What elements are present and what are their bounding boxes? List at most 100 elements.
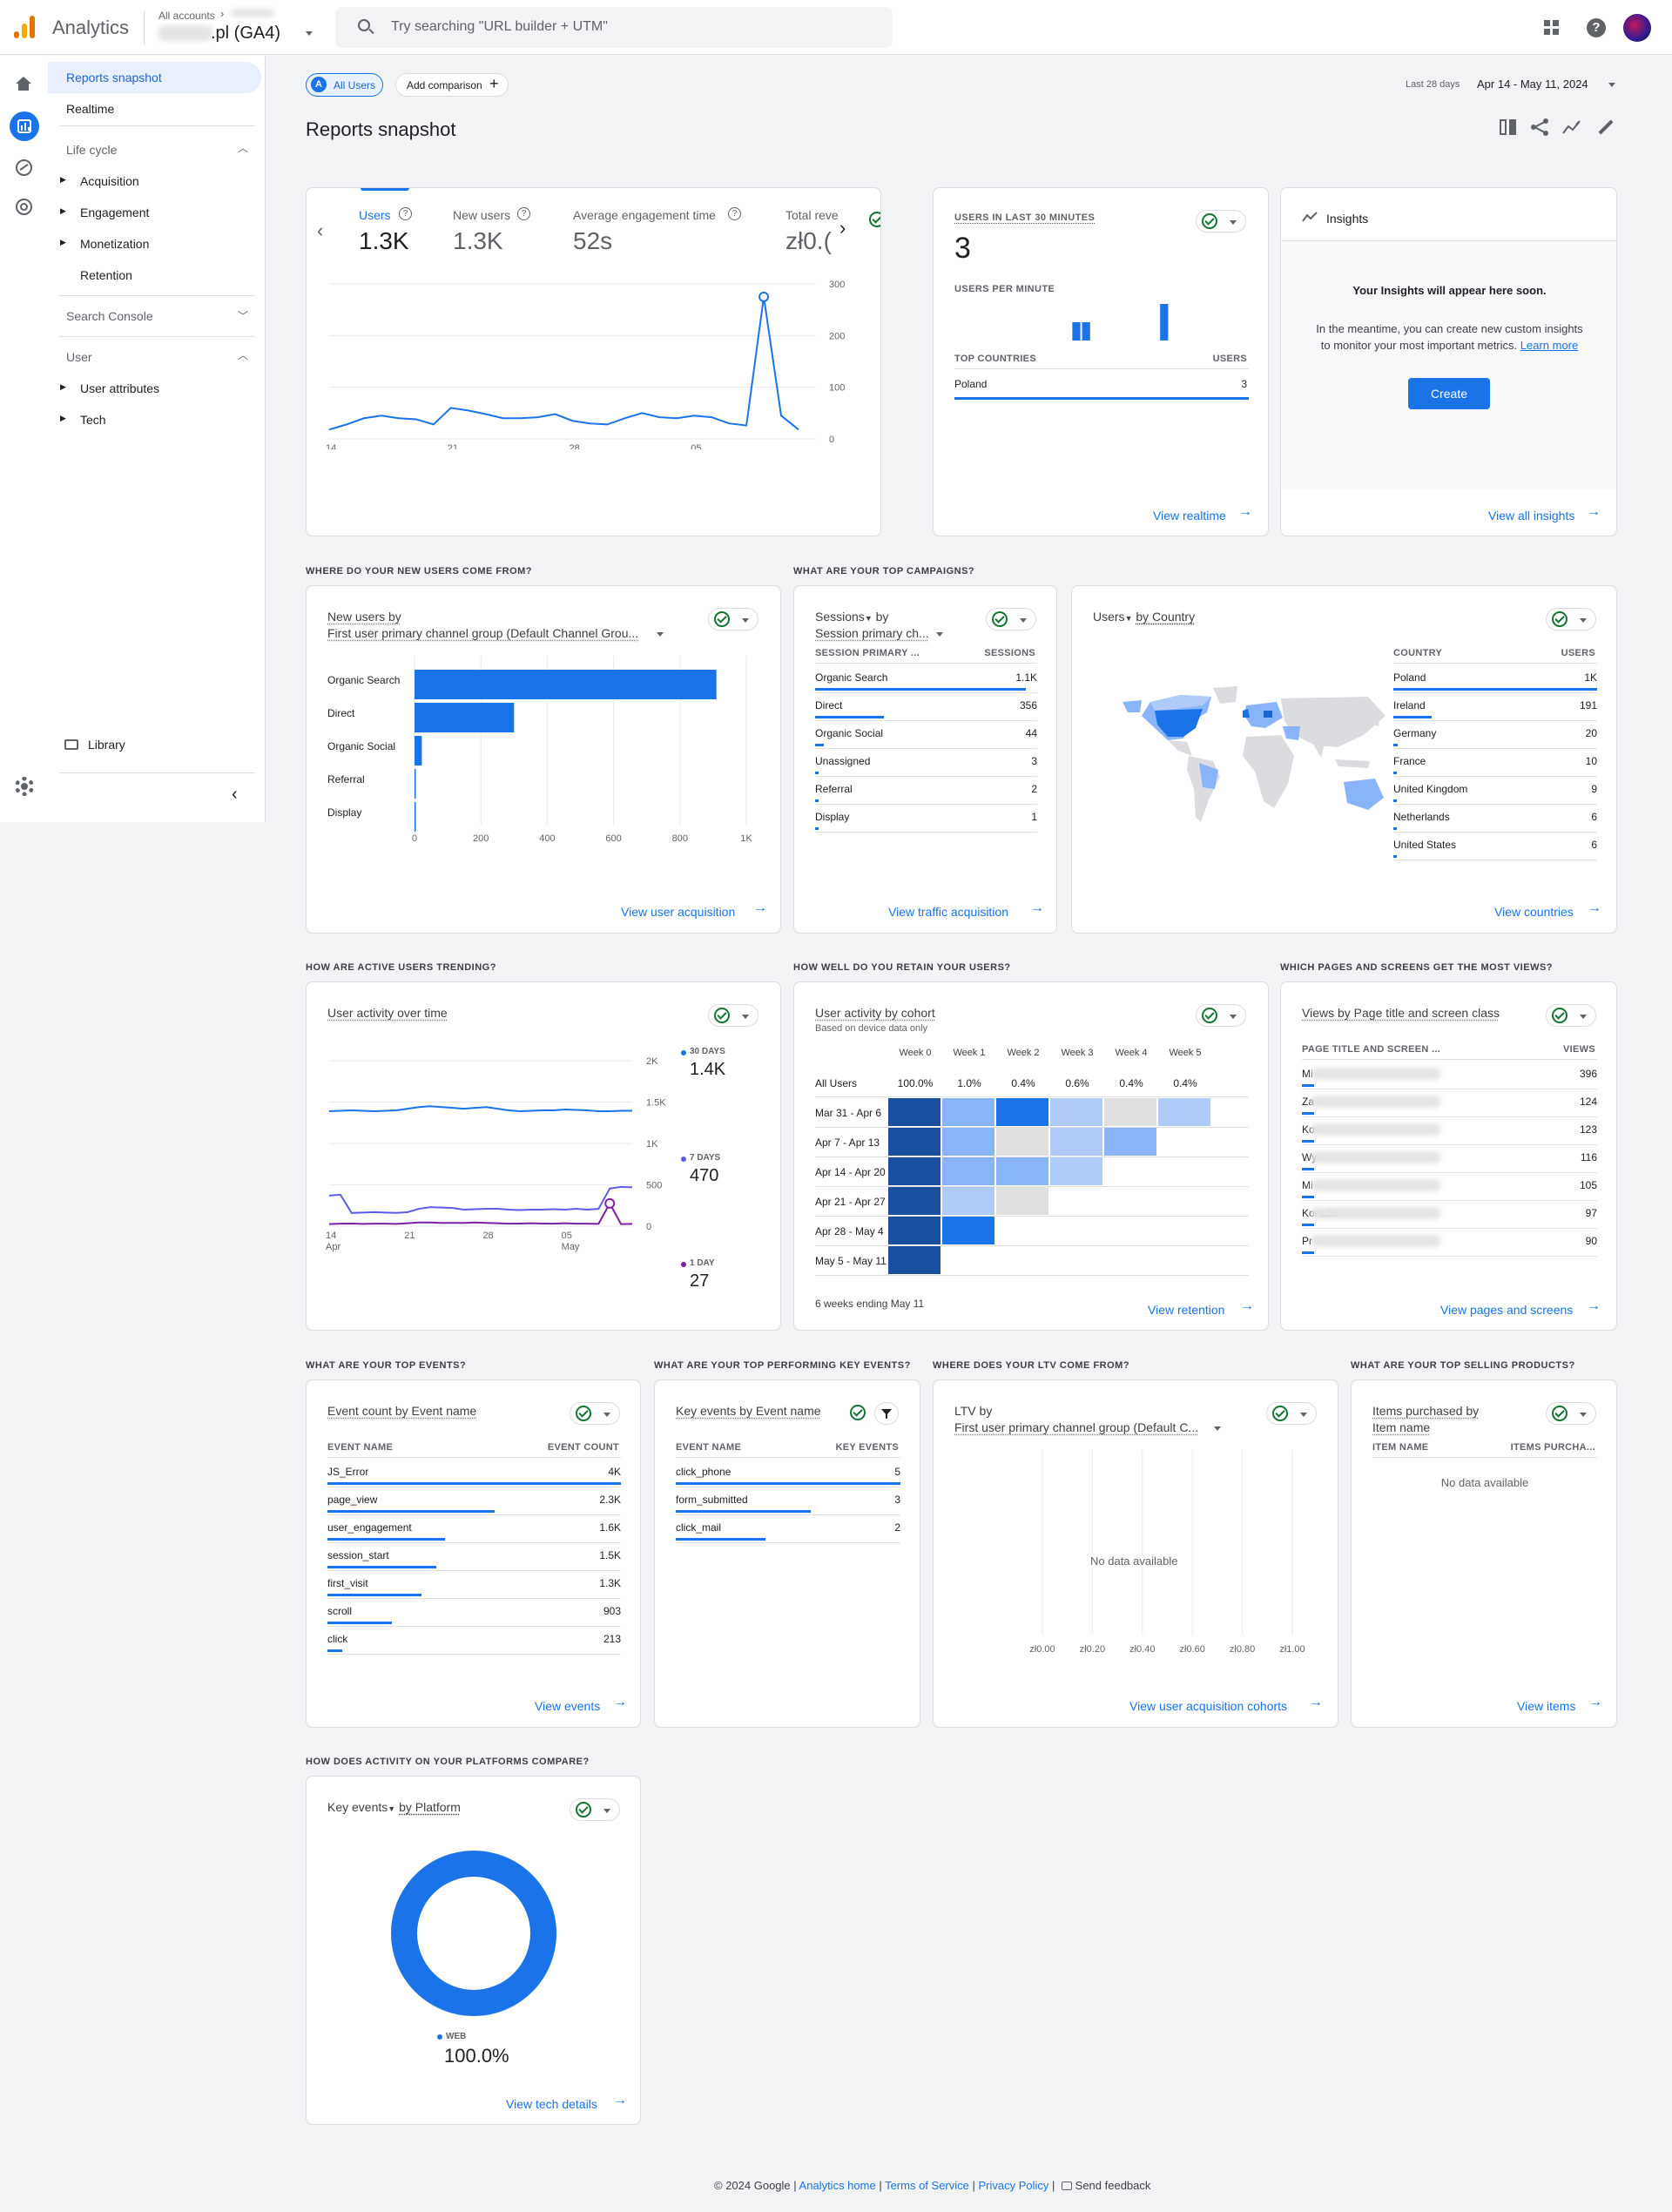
help-outline-icon[interactable]: ? — [399, 207, 412, 220]
arrow-right-icon[interactable]: → — [1588, 1695, 1602, 1710]
view-tech-link[interactable]: View tech details — [506, 2097, 597, 2111]
nav-acquisition[interactable]: Acquisition — [80, 174, 139, 188]
chevron-left-icon[interactable]: ‹ — [317, 219, 324, 241]
nav-engagement[interactable]: Engagement — [80, 206, 150, 219]
create-insight-button[interactable]: Create — [1408, 378, 1490, 409]
arrow-right-icon[interactable]: → — [1240, 1298, 1254, 1313]
view-all-insights-link[interactable]: View all insights — [1488, 509, 1575, 523]
chevron-down-icon[interactable] — [306, 31, 313, 36]
arrow-right-icon[interactable]: → — [1587, 504, 1601, 519]
footer-analytics-home[interactable]: Analytics home — [799, 2179, 876, 2192]
view-countries-link[interactable]: View countries — [1494, 905, 1574, 919]
nav-section-lifecycle[interactable]: Life cycle — [66, 143, 118, 157]
chevron-down-icon[interactable] — [1214, 1426, 1221, 1431]
retention-compare-menu[interactable] — [1196, 1004, 1246, 1027]
account-breadcrumb[interactable]: All accounts — [158, 10, 215, 22]
nav-library[interactable]: Library — [88, 738, 125, 752]
countries-compare-menu[interactable] — [1546, 608, 1596, 631]
view-items-link[interactable]: View items — [1517, 1699, 1576, 1713]
view-user-acquisition-link[interactable]: View user acquisition — [621, 905, 736, 919]
arrow-right-icon[interactable]: → — [613, 2093, 627, 2107]
arrow-right-icon[interactable]: → — [1309, 1695, 1323, 1710]
nav-section-user[interactable]: User — [66, 350, 92, 364]
arrow-right-icon[interactable]: → — [1030, 900, 1044, 915]
campaigns-dimension[interactable]: Session primary ch... — [815, 626, 929, 640]
explore-icon[interactable] — [16, 159, 32, 176]
chevron-up-icon[interactable]: ︿ — [238, 349, 249, 361]
key-events-compare-button[interactable] — [846, 1402, 871, 1425]
chevron-down-icon[interactable]: ﹀ — [238, 310, 249, 322]
reports-icon[interactable] — [10, 111, 39, 141]
nav-user-attributes[interactable]: User attributes — [80, 381, 160, 395]
metric-tab-new-users[interactable]: New users — [453, 208, 511, 222]
activity-compare-menu[interactable] — [708, 1004, 758, 1027]
view-pages-link[interactable]: View pages and screens — [1440, 1303, 1574, 1317]
footer-feedback[interactable]: Send feedback — [1075, 2179, 1151, 2192]
arrow-right-icon[interactable]: → — [753, 900, 767, 915]
view-ltv-link[interactable]: View user acquisition cohorts — [1129, 1699, 1288, 1713]
collapse-nav-icon[interactable]: ‹ — [232, 785, 238, 804]
platforms-metric[interactable]: Key events — [327, 1800, 388, 1814]
date-range-selector[interactable]: Apr 14 - May 11, 2024 — [1477, 78, 1588, 91]
events-compare-menu[interactable] — [570, 1402, 620, 1425]
avatar[interactable] — [1623, 14, 1651, 42]
settings-gear-icon[interactable] — [15, 777, 34, 796]
realtime-compare-menu[interactable] — [1196, 210, 1246, 233]
nav-section-search-console[interactable]: Search Console — [66, 309, 153, 323]
feedback-icon[interactable] — [1062, 2182, 1073, 2190]
platforms-compare-menu[interactable] — [570, 1798, 620, 1821]
arrow-right-icon[interactable]: → — [1238, 504, 1252, 519]
nav-realtime[interactable]: Realtime — [66, 102, 115, 116]
apps-grid-icon[interactable] — [1544, 20, 1560, 36]
acquisition-compare-menu[interactable] — [708, 608, 758, 631]
caret-down-icon[interactable]: ▼ — [388, 1804, 396, 1813]
insights-trend-icon[interactable]: ✦ — [1562, 118, 1581, 136]
help-icon[interactable]: ? — [1587, 18, 1606, 37]
acquisition-dimension[interactable]: First user primary channel group (Defaul… — [327, 626, 639, 640]
property-selector[interactable]: .pl (GA4) — [211, 24, 281, 43]
search-input[interactable]: Try searching "URL builder + UTM" — [391, 19, 608, 34]
advertising-icon[interactable] — [16, 199, 32, 215]
arrow-right-icon[interactable]: → — [1587, 1298, 1601, 1313]
caret-down-icon[interactable]: ▼ — [1124, 614, 1133, 623]
footer-privacy[interactable]: Privacy Policy — [978, 2179, 1049, 2192]
metric-tab-engagement-time[interactable]: Average engagement time — [573, 208, 716, 222]
segment-chip[interactable]: A All Users — [306, 73, 383, 97]
pages-compare-menu[interactable] — [1546, 1004, 1596, 1027]
metric-tab-revenue[interactable]: Total reve — [785, 208, 838, 222]
campaigns-metric[interactable]: Sessions — [815, 610, 865, 624]
home-icon[interactable] — [16, 77, 31, 91]
arrow-right-icon[interactable]: → — [1588, 900, 1601, 915]
nav-tech[interactable]: Tech — [80, 413, 106, 427]
edit-pencil-icon[interactable] — [1598, 119, 1614, 135]
nav-reports-snapshot[interactable]: Reports snapshot — [66, 71, 162, 84]
view-traffic-acquisition-link[interactable]: View traffic acquisition — [888, 905, 1008, 919]
help-outline-icon[interactable]: ? — [517, 207, 530, 220]
app-name[interactable]: Analytics — [52, 17, 130, 38]
chevron-down-icon[interactable] — [657, 632, 664, 637]
campaigns-compare-menu[interactable] — [986, 608, 1036, 631]
view-realtime-link[interactable]: View realtime — [1153, 509, 1226, 523]
overview-compare-check[interactable] — [864, 209, 880, 232]
view-retention-link[interactable]: View retention — [1148, 1303, 1225, 1317]
learn-more-link[interactable]: Learn more — [1520, 339, 1579, 352]
compare-columns-icon[interactable] — [1500, 119, 1517, 135]
arrow-right-icon[interactable]: → — [613, 1695, 627, 1710]
nav-retention[interactable]: Retention — [80, 268, 132, 282]
filter-funnel-icon[interactable] — [874, 1402, 899, 1425]
ltv-dimension[interactable]: First user primary channel group (Defaul… — [954, 1420, 1199, 1434]
metric-tab-users[interactable]: Users — [359, 208, 391, 222]
footer-terms[interactable]: Terms of Service — [885, 2179, 969, 2192]
view-events-link[interactable]: View events — [535, 1699, 601, 1713]
countries-metric[interactable]: Users — [1093, 610, 1125, 624]
chevron-down-icon[interactable] — [936, 632, 943, 637]
chevron-up-icon[interactable]: ︿ — [238, 142, 249, 154]
caret-down-icon[interactable]: ▼ — [864, 614, 873, 623]
nav-monetization[interactable]: Monetization — [80, 237, 150, 251]
add-comparison-button[interactable]: Add comparison + — [395, 73, 509, 97]
chevron-down-icon[interactable] — [1608, 83, 1615, 87]
chevron-right-icon[interactable]: › — [839, 217, 846, 239]
share-icon[interactable] — [1531, 118, 1548, 136]
analytics-logo-icon[interactable] — [14, 16, 37, 40]
products-compare-menu[interactable] — [1546, 1402, 1596, 1425]
